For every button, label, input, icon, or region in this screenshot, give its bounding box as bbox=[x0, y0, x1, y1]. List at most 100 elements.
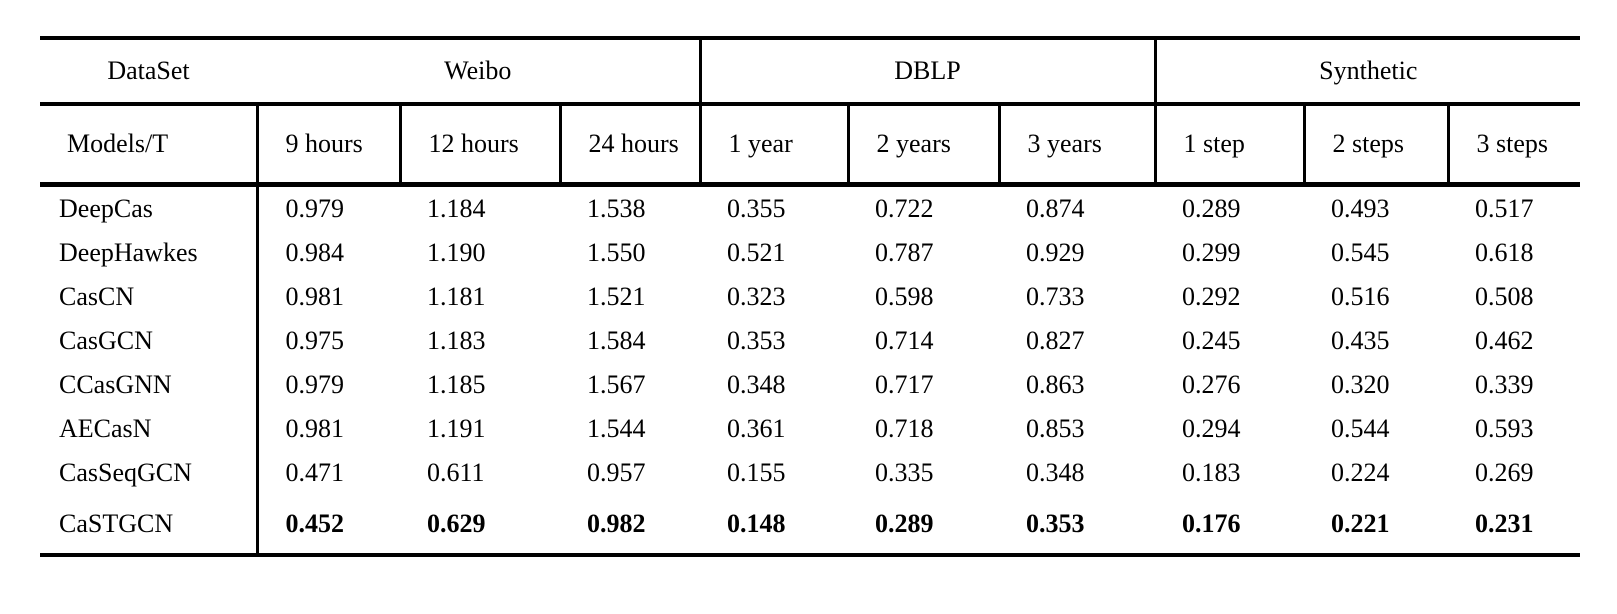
metric-value-cell: 1.185 bbox=[427, 370, 486, 399]
model-name-cell: DeepCas bbox=[40, 184, 259, 231]
metric-value-cell: 0.245 bbox=[1182, 326, 1241, 355]
metric-value-cell: 0.718 bbox=[875, 414, 934, 443]
metric-value-cell: 0.353 bbox=[999, 495, 1156, 557]
metric-value-cell: 0.289 bbox=[848, 495, 1000, 557]
metric-value-cell: 0.435 bbox=[1331, 326, 1390, 355]
metric-value-cell: 0.629 bbox=[400, 495, 560, 557]
metric-value-cell: 1.181 bbox=[427, 282, 486, 311]
metric-value-cell: 0.452 bbox=[257, 495, 400, 557]
metric-value-cell: 0.593 bbox=[1475, 414, 1534, 443]
model-name-cell: CaSTGCN bbox=[40, 495, 259, 557]
metric-value-cell: 0.714 bbox=[875, 326, 934, 355]
metric-value-cell: 0.276 bbox=[1182, 370, 1241, 399]
subheader-9-hours: 9 hours bbox=[255, 104, 400, 187]
dataset-group-header-row: DataSet Weibo DBLP Synthetic bbox=[40, 36, 1581, 106]
table-row-casseqgcn: CasSeqGCN 0.471 0.611 0.957 0.155 0.335 0.348 0… bbox=[40, 451, 1580, 495]
metric-value-cell: 0.975 bbox=[285, 326, 345, 355]
metric-value-cell: 1.521 bbox=[587, 282, 646, 311]
metric-value-cell: 1.567 bbox=[587, 370, 646, 399]
metric-value-cell: 0.361 bbox=[727, 414, 786, 443]
metric-value-cell: 1.184 bbox=[427, 194, 486, 223]
metric-value-cell: 0.521 bbox=[727, 238, 786, 267]
metric-value-cell: 1.544 bbox=[587, 414, 646, 443]
subheader-2-years: 2 years bbox=[846, 104, 1000, 187]
metric-value-cell: 0.353 bbox=[727, 326, 786, 355]
metric-value-cell: 0.827 bbox=[1026, 326, 1085, 355]
metric-value-cell: 0.508 bbox=[1475, 282, 1534, 311]
metric-value-cell: 0.853 bbox=[1026, 414, 1085, 443]
table-row-casgcn: CasGCN 0.975 1.183 1.584 0.353 0.714 0.827 0.24… bbox=[40, 319, 1580, 363]
metric-value-cell: 0.957 bbox=[587, 458, 646, 487]
metric-value-cell: 0.348 bbox=[1026, 458, 1085, 487]
group-header-dblp: DBLP bbox=[698, 36, 1156, 106]
metric-value-cell: 0.982 bbox=[560, 495, 701, 557]
subheader-row: Models/T 9 hours 12 hours 24 hours 1 year 2 y… bbox=[40, 104, 1581, 187]
metric-value-cell: 0.299 bbox=[1182, 238, 1241, 267]
metric-value-cell: 0.221 bbox=[1304, 495, 1449, 557]
metric-value-cell: 0.335 bbox=[875, 458, 934, 487]
metric-value-cell: 0.979 bbox=[285, 194, 345, 223]
table-row-deepcas: DeepCas 0.979 1.184 1.538 0.355 0.722 0.874 0.2… bbox=[40, 184, 1580, 231]
metric-value-cell: 0.722 bbox=[875, 194, 934, 223]
metric-value-cell: 0.493 bbox=[1331, 194, 1390, 223]
metric-value-cell: 0.717 bbox=[875, 370, 934, 399]
metric-value-cell: 0.269 bbox=[1475, 458, 1534, 487]
table-row-ccasgnn: CCasGNN 0.979 1.185 1.567 0.348 0.717 0.863 0.2… bbox=[40, 363, 1580, 407]
model-name-cell: AECasN bbox=[40, 407, 259, 451]
group-header-weibo: Weibo bbox=[257, 36, 701, 106]
metric-value-cell: 0.289 bbox=[1182, 194, 1241, 223]
metric-value-cell: 0.544 bbox=[1331, 414, 1390, 443]
subheader-2-steps: 2 steps bbox=[1302, 104, 1449, 187]
model-name-cell: CCasGNN bbox=[40, 363, 259, 407]
metric-value-cell: 1.183 bbox=[427, 326, 486, 355]
metric-value-cell: 0.981 bbox=[285, 282, 345, 311]
subheader-12-hours: 12 hours bbox=[398, 104, 560, 187]
model-name-cell: CasCN bbox=[40, 275, 259, 319]
metric-value-cell: 0.733 bbox=[1026, 282, 1085, 311]
metric-value-cell: 1.190 bbox=[427, 238, 486, 267]
results-table-container: DataSet Weibo DBLP Synthetic Models/T 9 hour… bbox=[40, 36, 1581, 557]
metric-value-cell: 0.355 bbox=[727, 194, 786, 223]
metric-value-cell: 0.462 bbox=[1475, 326, 1534, 355]
group-header-synthetic: Synthetic bbox=[1153, 36, 1581, 106]
table-row-deephawkes: DeepHawkes 0.984 1.190 1.550 0.521 0.787 0.929… bbox=[40, 231, 1580, 275]
metric-value-cell: 0.348 bbox=[727, 370, 786, 399]
metric-value-cell: 0.224 bbox=[1331, 458, 1390, 487]
metric-value-cell: 0.183 bbox=[1182, 458, 1241, 487]
metric-value-cell: 0.292 bbox=[1182, 282, 1241, 311]
metric-value-cell: 1.538 bbox=[587, 194, 646, 223]
metric-value-cell: 0.471 bbox=[285, 458, 345, 487]
subheader-3-years: 3 years bbox=[997, 104, 1156, 187]
metric-value-cell: 0.984 bbox=[285, 238, 345, 267]
metric-value-cell: 0.618 bbox=[1475, 238, 1534, 267]
metric-value-cell: 0.176 bbox=[1155, 495, 1305, 557]
table-row-cascn: CasCN 0.981 1.181 1.521 0.323 0.598 0.733 0.292… bbox=[40, 275, 1580, 319]
metric-value-cell: 0.323 bbox=[727, 282, 786, 311]
table-row-castgcn: CaSTGCN 0.452 0.629 0.982 0.148 0.289 0.353 0.1… bbox=[40, 495, 1581, 557]
model-name-cell: DeepHawkes bbox=[40, 231, 259, 275]
metric-value-cell: 0.155 bbox=[727, 458, 786, 487]
metric-value-cell: 0.148 bbox=[700, 495, 849, 557]
metric-value-cell: 0.979 bbox=[285, 370, 345, 399]
subheader-24-hours: 24 hours bbox=[558, 104, 701, 187]
model-name-cell: CasGCN bbox=[40, 319, 259, 363]
metric-value-cell: 1.191 bbox=[427, 414, 486, 443]
metric-value-cell: 0.320 bbox=[1331, 370, 1390, 399]
metric-value-cell: 0.516 bbox=[1331, 282, 1390, 311]
metric-value-cell: 0.339 bbox=[1475, 370, 1534, 399]
metric-value-cell: 0.294 bbox=[1182, 414, 1241, 443]
metric-value-cell: 0.611 bbox=[427, 458, 485, 487]
subheader-models-t: Models/T bbox=[40, 104, 257, 187]
metric-value-cell: 0.929 bbox=[1026, 238, 1085, 267]
subheader-1-year: 1 year bbox=[698, 104, 849, 187]
metric-value-cell: 1.550 bbox=[587, 238, 646, 267]
subheader-3-steps: 3 steps bbox=[1446, 104, 1581, 187]
metric-value-cell: 1.584 bbox=[587, 326, 646, 355]
subheader-1-step: 1 step bbox=[1153, 104, 1305, 187]
metric-value-cell: 0.787 bbox=[875, 238, 934, 267]
metric-value-cell: 0.545 bbox=[1331, 238, 1390, 267]
metric-value-cell: 0.598 bbox=[875, 282, 934, 311]
metric-value-cell: 0.231 bbox=[1448, 495, 1581, 557]
metric-value-cell: 0.981 bbox=[285, 414, 345, 443]
